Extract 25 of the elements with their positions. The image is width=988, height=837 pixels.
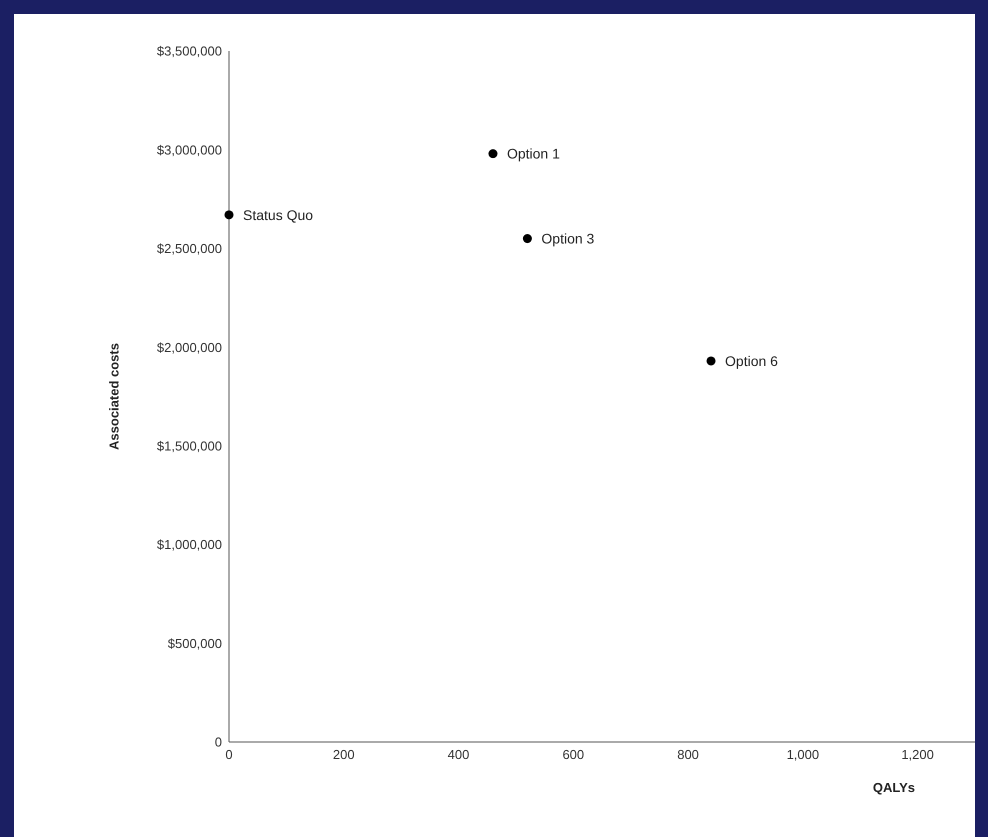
annotation: Option 1 (506, 146, 560, 162)
y-tick-label: $1,000,000 (156, 537, 222, 552)
point (488, 149, 498, 158)
annotation: Status Quo (243, 206, 314, 223)
y-tick-label: $2,500,000 (156, 241, 222, 256)
y-tick-label: $500,000 (168, 636, 222, 651)
x-tick-label: 800 (677, 747, 699, 762)
x-tick-label: 1,000 (786, 747, 820, 762)
x-tick-label: 0 (225, 747, 233, 762)
y-axis-title: Associated costs (106, 343, 122, 450)
point (224, 210, 234, 220)
x-axis-title: QALYs (872, 780, 915, 795)
point (706, 356, 716, 366)
x-tick-label: 400 (448, 747, 470, 762)
x-tick-label: 600 (562, 747, 584, 762)
point (522, 234, 532, 244)
x-tick-label: 200 (332, 747, 355, 762)
annotation: Option 6 (725, 352, 778, 369)
y-tick-label: $3,000,000 (156, 142, 222, 158)
x-tick-label: 1,200 (901, 747, 934, 762)
y-tick-label: $3,500,000 (156, 44, 222, 59)
y-tick-label: $2,000,000 (156, 340, 222, 355)
y-tick-label: $1,500,000 (156, 438, 222, 454)
annotation: Option 3 (541, 230, 595, 247)
y-tick-label: 0 (214, 734, 222, 750)
